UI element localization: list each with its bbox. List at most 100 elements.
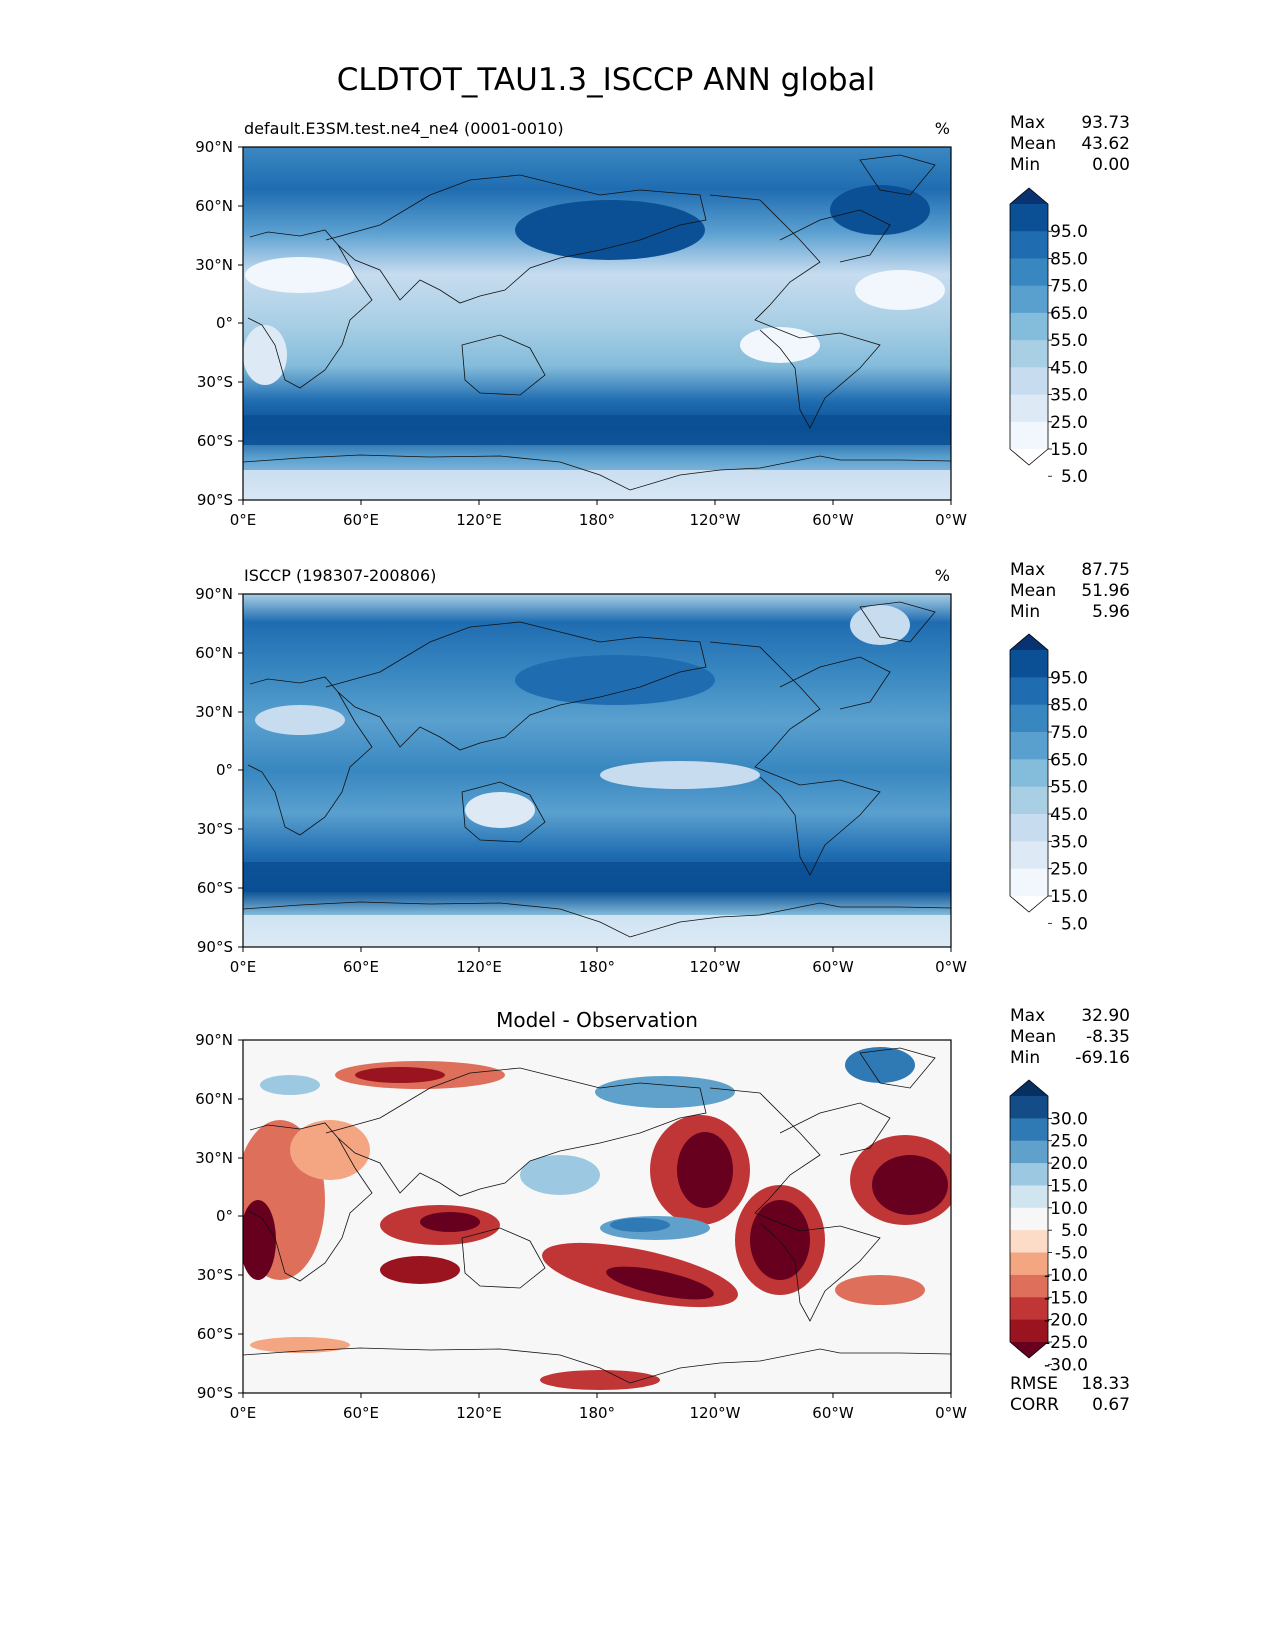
anomaly-atlantic-core: [872, 1155, 948, 1215]
colorbar-extend-min: [1010, 449, 1048, 465]
colorbar-tick-label: 10.0: [1050, 1199, 1088, 1219]
stat-value-corr: 0.67: [1092, 1395, 1130, 1415]
anomaly-ne-pacific-core: [677, 1132, 733, 1208]
panel-test-southern-ocean-band: [243, 415, 951, 445]
colorbar-extend-max: [1010, 634, 1048, 650]
panel-test-antarctica: [243, 470, 951, 500]
anomaly-west-pacific-positive: [520, 1155, 600, 1195]
panel-reference-y-ticks: [238, 593, 243, 948]
x-tick-label: 0°E: [230, 1404, 257, 1422]
panel-difference-x-ticks: [242, 1393, 952, 1398]
stat-label-mean: Mean: [1010, 134, 1056, 154]
y-tick-label: 60°N: [195, 644, 233, 662]
colorbar-segment: [1010, 1140, 1048, 1164]
panel-test-se-pacific-clear: [740, 327, 820, 363]
panel-difference: Model - Observation: [195, 1006, 1130, 1422]
panel-test-left-title: default.E3SM.test.ne4_ne4 (0001-0010): [244, 119, 564, 139]
panel-reference-colorbar: 95.0 85.0 75.0 65.0 55.0 45.0 35.0 25.0 15.0 5.0: [1009, 633, 1088, 934]
colorbar-segment: [1010, 1297, 1048, 1321]
panel-reference-map: [243, 594, 951, 947]
panel-reference-north-pacific-cloud: [515, 655, 715, 705]
colorbar-segment: [1010, 677, 1048, 706]
x-tick-label: 120°W: [690, 511, 741, 529]
x-tick-label: 120°W: [690, 1404, 741, 1422]
panel-reference-left-title: ISCCP (198307-200806): [244, 566, 436, 585]
stat-value-min: 5.96: [1092, 602, 1130, 622]
stat-value-mean: 43.62: [1081, 134, 1130, 154]
anomaly-north-asia-core: [355, 1067, 445, 1083]
anomaly-se-pacific-core: [750, 1200, 810, 1280]
colorbar-extend-max: [1010, 1080, 1048, 1096]
panel-difference-title: Model - Observation: [496, 1008, 698, 1032]
y-tick-label: 90°N: [195, 1031, 233, 1049]
panel-test-y-ticks: [238, 146, 243, 501]
x-tick-label: 120°E: [456, 1404, 502, 1422]
colorbar-tick-label: 15.0: [1050, 887, 1088, 907]
colorbar-tick-label: 5.0: [1061, 467, 1088, 487]
panel-test-north-atlantic-cloud: [830, 185, 930, 235]
panel-test-map: [243, 147, 951, 500]
stat-label-max: Max: [1010, 1006, 1045, 1026]
y-tick-label: 90°N: [195, 585, 233, 603]
y-tick-label: 30°N: [195, 1149, 233, 1167]
colorbar-segment: [1010, 312, 1048, 341]
stat-label-mean: Mean: [1010, 1027, 1056, 1047]
colorbar-tick-label: 65.0: [1050, 304, 1088, 324]
anomaly-africa-west-core: [243, 1200, 276, 1280]
panel-test: default.E3SM.test.ne4_ne4 (0001-0010) %: [195, 113, 1130, 529]
colorbar-segment: [1010, 285, 1048, 314]
colorbar-tick-label: 65.0: [1050, 750, 1088, 770]
colorbar-tick-label: 25.0: [1050, 1132, 1088, 1152]
panel-reference-sahara-clear: [255, 705, 345, 735]
colorbar-tick-label: 15.0: [1050, 440, 1088, 460]
colorbar-tick-label: 85.0: [1050, 249, 1088, 269]
panel-reference: ISCCP (198307-200806) %: [195, 560, 1130, 976]
colorbar-tick-label: 25.0: [1050, 860, 1088, 880]
panel-test-colorbar: 95.0 85.0 75.0 65.0 55.0 45.0 35.0 25.0 15.0 5.0: [1009, 187, 1088, 487]
colorbar-tick-label: 55.0: [1050, 778, 1088, 798]
colorbar-segment: [1010, 1252, 1048, 1276]
x-tick-label: 0°W: [935, 1404, 967, 1422]
y-tick-label: 30°S: [197, 373, 233, 391]
stat-value-max: 32.90: [1081, 1006, 1130, 1026]
colorbar-segment: [1010, 258, 1048, 287]
colorbar-extend-max: [1010, 188, 1048, 204]
anomaly-south-indian-negative: [380, 1256, 460, 1284]
colorbar-segment: [1010, 340, 1048, 368]
stat-label-max: Max: [1010, 113, 1045, 133]
x-tick-label: 60°W: [812, 958, 854, 976]
colorbar-tick-label: 95.0: [1050, 222, 1088, 242]
colorbar-segment: [1010, 1118, 1048, 1142]
colorbar-tick-label: 15.0: [1050, 1176, 1088, 1196]
x-tick-label: 0°E: [230, 958, 257, 976]
panel-test-nw-pacific-cloud: [515, 200, 705, 260]
colorbar-segment: [1010, 421, 1048, 450]
colorbar-segment: [1010, 841, 1048, 870]
stat-value-mean: 51.96: [1081, 581, 1130, 601]
colorbar-tick-label: -25.0: [1044, 1333, 1088, 1353]
figure-title: CLDTOT_TAU1.3_ISCCP ANN global: [337, 62, 875, 98]
stat-value-mean: -8.35: [1086, 1027, 1130, 1047]
y-tick-label: 60°N: [195, 197, 233, 215]
x-tick-label: 180°: [579, 958, 615, 976]
y-tick-label: 90°S: [197, 938, 233, 956]
stat-value-max: 87.75: [1081, 560, 1130, 580]
y-tick-label: 60°S: [197, 1325, 233, 1343]
anomaly-south-pacific-core: [606, 1266, 714, 1300]
stat-label-corr: CORR: [1010, 1395, 1059, 1415]
panel-difference-coastlines: [243, 1047, 951, 1384]
panel-test-sahara-clear: [245, 257, 355, 293]
anomaly-antarctic-negative: [540, 1370, 660, 1390]
colorbar-segment: [1010, 1274, 1048, 1298]
y-tick-label: 60°N: [195, 1090, 233, 1108]
x-tick-label: 0°W: [935, 958, 967, 976]
colorbar-tick-label: 55.0: [1050, 331, 1088, 351]
stat-label-max: Max: [1010, 560, 1045, 580]
stat-label-mean: Mean: [1010, 581, 1056, 601]
colorbar-segment: [1010, 204, 1048, 232]
colorbar-tick-label: 5.0: [1061, 914, 1088, 934]
stat-value-max: 93.73: [1081, 113, 1130, 133]
y-tick-label: 0°: [216, 761, 233, 779]
anomaly-indian-ocean-core: [420, 1212, 480, 1232]
stat-label-rmse: RMSE: [1010, 1374, 1058, 1394]
